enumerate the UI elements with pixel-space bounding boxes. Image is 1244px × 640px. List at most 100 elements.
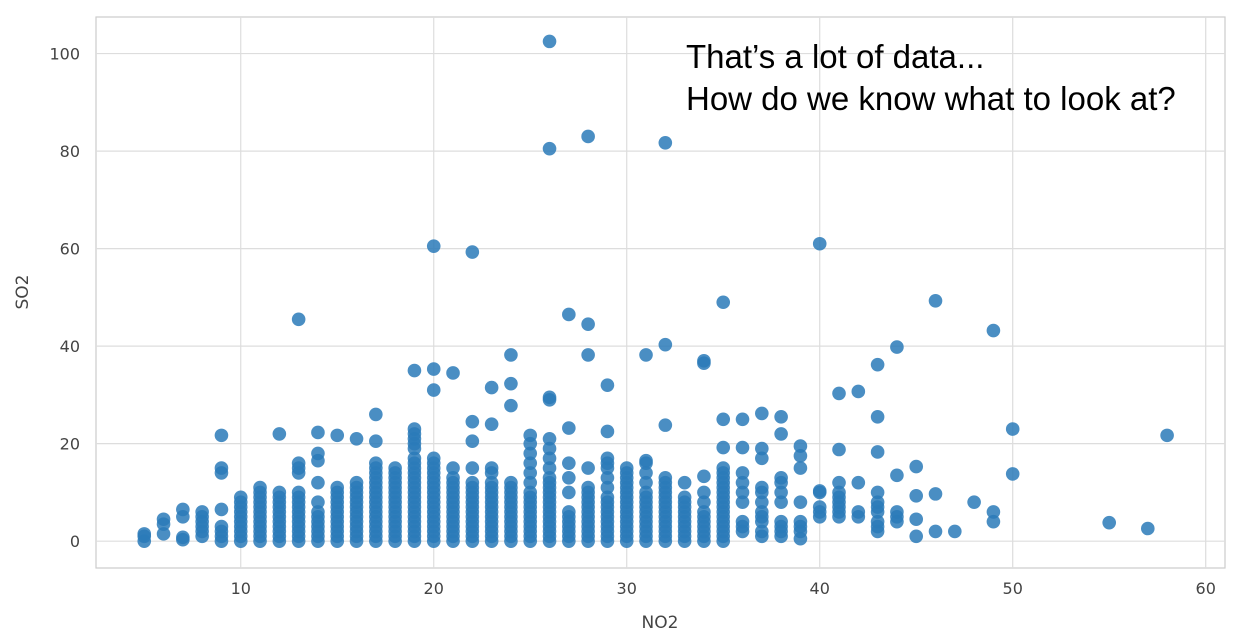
data-point bbox=[311, 425, 325, 440]
x-tick-label: 50 bbox=[1003, 579, 1023, 598]
data-point bbox=[581, 129, 595, 144]
data-point bbox=[870, 514, 885, 529]
data-point bbox=[137, 527, 152, 541]
annotation-line-2: How do we know what to look at? bbox=[686, 80, 1176, 117]
data-point bbox=[465, 245, 480, 259]
data-point bbox=[523, 475, 538, 490]
data-point bbox=[581, 461, 595, 475]
data-point bbox=[581, 480, 595, 495]
data-point bbox=[774, 427, 788, 441]
data-point bbox=[600, 424, 615, 439]
data-point bbox=[716, 461, 731, 475]
data-point bbox=[465, 414, 480, 429]
data-point bbox=[793, 449, 808, 463]
data-point bbox=[677, 475, 692, 490]
data-point bbox=[639, 348, 653, 362]
data-point bbox=[600, 470, 615, 485]
data-point bbox=[697, 505, 711, 519]
data-point bbox=[909, 459, 924, 474]
data-point bbox=[330, 480, 345, 495]
data-point bbox=[755, 480, 769, 495]
data-point bbox=[523, 456, 538, 470]
data-point bbox=[735, 485, 750, 500]
data-point bbox=[851, 475, 866, 490]
data-point bbox=[774, 514, 788, 529]
data-point bbox=[639, 466, 653, 480]
data-point bbox=[658, 470, 673, 485]
data-point bbox=[735, 466, 750, 480]
data-point bbox=[542, 441, 557, 456]
data-point bbox=[542, 390, 557, 405]
data-point bbox=[465, 475, 480, 490]
data-point bbox=[755, 524, 769, 539]
data-point bbox=[909, 512, 924, 527]
data-point bbox=[176, 502, 190, 517]
data-point bbox=[755, 441, 769, 456]
data-point bbox=[407, 451, 422, 466]
data-point bbox=[581, 348, 595, 362]
data-point bbox=[928, 293, 943, 308]
data-point bbox=[504, 398, 518, 413]
data-point bbox=[986, 514, 1001, 529]
data-point bbox=[1102, 515, 1117, 530]
data-point bbox=[369, 407, 383, 422]
data-point bbox=[697, 485, 711, 500]
data-point bbox=[446, 366, 460, 380]
data-point bbox=[716, 412, 731, 427]
data-point bbox=[774, 410, 788, 424]
data-point bbox=[562, 485, 576, 500]
data-point bbox=[870, 410, 885, 424]
data-point bbox=[909, 489, 924, 503]
data-point bbox=[832, 475, 846, 490]
data-point bbox=[735, 440, 750, 455]
data-point bbox=[291, 456, 306, 470]
data-point bbox=[233, 490, 248, 505]
data-point bbox=[446, 470, 460, 485]
data-point bbox=[735, 412, 750, 427]
x-tick-label: 10 bbox=[231, 579, 251, 598]
data-point bbox=[562, 456, 576, 470]
x-tick-label: 20 bbox=[424, 579, 444, 598]
data-point bbox=[214, 502, 229, 517]
data-point bbox=[446, 461, 460, 475]
data-point bbox=[755, 406, 769, 421]
data-point bbox=[426, 362, 441, 376]
annotation-line-1: That’s a lot of data... bbox=[686, 38, 985, 75]
data-point bbox=[619, 461, 634, 475]
data-point bbox=[677, 490, 692, 505]
data-point bbox=[716, 440, 731, 455]
data-point bbox=[755, 505, 769, 519]
data-point bbox=[542, 451, 557, 466]
data-point bbox=[600, 451, 615, 466]
data-point bbox=[658, 337, 673, 352]
data-point bbox=[562, 505, 576, 519]
data-point bbox=[735, 514, 750, 529]
data-point bbox=[311, 446, 325, 461]
data-point bbox=[600, 490, 615, 505]
data-point bbox=[658, 418, 673, 432]
data-point bbox=[407, 363, 422, 378]
data-point bbox=[542, 141, 557, 156]
data-point bbox=[870, 445, 885, 459]
data-point bbox=[774, 485, 788, 500]
data-point bbox=[697, 495, 711, 509]
data-point bbox=[214, 461, 229, 475]
data-point bbox=[349, 475, 364, 490]
data-point bbox=[909, 529, 924, 544]
data-point bbox=[755, 495, 769, 509]
data-point bbox=[388, 461, 402, 475]
y-tick-label: 80 bbox=[60, 142, 80, 161]
data-point bbox=[291, 485, 306, 500]
data-point bbox=[948, 524, 962, 539]
data-point bbox=[291, 312, 306, 327]
data-point bbox=[542, 470, 557, 485]
data-point bbox=[658, 136, 673, 150]
data-point bbox=[465, 434, 480, 449]
data-point bbox=[890, 505, 904, 519]
data-point bbox=[812, 500, 827, 514]
y-tick-label: 60 bbox=[60, 240, 80, 259]
data-point bbox=[426, 383, 441, 397]
data-point bbox=[484, 380, 499, 395]
data-point bbox=[581, 317, 595, 331]
data-point bbox=[1141, 521, 1155, 536]
